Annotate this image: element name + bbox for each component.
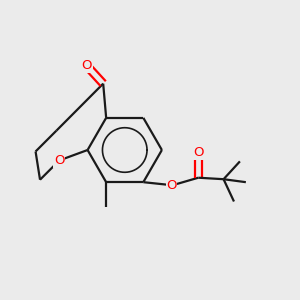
Text: O: O: [166, 178, 177, 192]
Text: O: O: [193, 146, 203, 159]
Text: O: O: [54, 154, 64, 167]
Text: O: O: [82, 59, 92, 72]
